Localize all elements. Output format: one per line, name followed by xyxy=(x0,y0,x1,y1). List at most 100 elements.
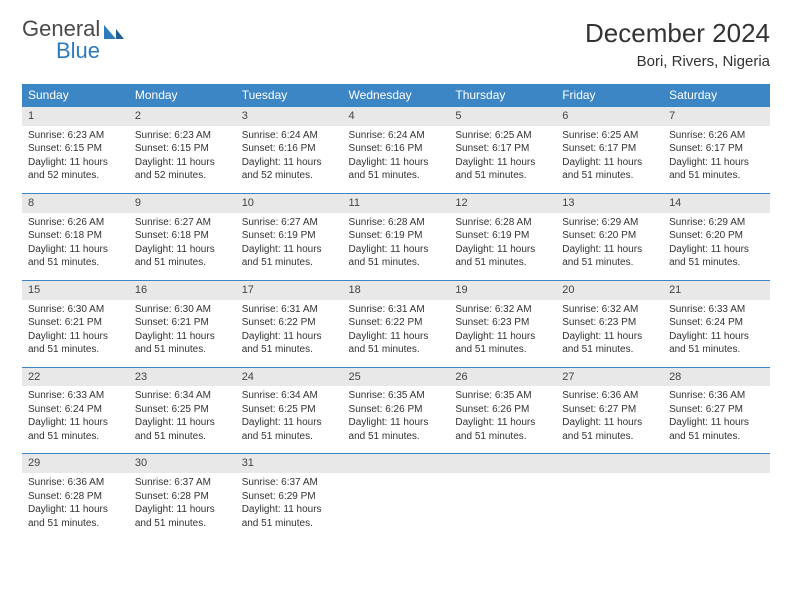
day-number: 9 xyxy=(129,194,236,213)
calendar-cell: 26Sunrise: 6:35 AMSunset: 6:26 PMDayligh… xyxy=(449,367,556,454)
sunrise-line: Sunrise: 6:31 AM xyxy=(242,303,337,317)
daylight-line: Daylight: 11 hours and 51 minutes. xyxy=(562,156,657,183)
day-number: 31 xyxy=(236,454,343,473)
day-number: 12 xyxy=(449,194,556,213)
sunrise-line: Sunrise: 6:33 AM xyxy=(669,303,764,317)
calendar-cell: 20Sunrise: 6:32 AMSunset: 6:23 PMDayligh… xyxy=(556,280,663,367)
empty-cell xyxy=(556,454,663,540)
month-title: December 2024 xyxy=(585,18,770,49)
weekday-header: Wednesday xyxy=(343,84,450,107)
empty-cell xyxy=(663,454,770,540)
day-body: Sunrise: 6:33 AMSunset: 6:24 PMDaylight:… xyxy=(22,386,129,453)
day-number: 13 xyxy=(556,194,663,213)
sunset-line: Sunset: 6:15 PM xyxy=(28,142,123,156)
header: GeneralBlue December 2024 Bori, Rivers, … xyxy=(22,18,770,70)
day-number: 17 xyxy=(236,281,343,300)
weekday-header: Thursday xyxy=(449,84,556,107)
sunrise-line: Sunrise: 6:34 AM xyxy=(135,389,230,403)
daylight-line: Daylight: 11 hours and 51 minutes. xyxy=(242,416,337,443)
day-body: Sunrise: 6:27 AMSunset: 6:18 PMDaylight:… xyxy=(129,213,236,280)
day-number: 7 xyxy=(663,107,770,126)
day-number: 24 xyxy=(236,368,343,387)
logo-sail-icon xyxy=(103,24,127,40)
daylight-line: Daylight: 11 hours and 51 minutes. xyxy=(349,156,444,183)
daylight-line: Daylight: 11 hours and 51 minutes. xyxy=(135,330,230,357)
calendar-cell: 5Sunrise: 6:25 AMSunset: 6:17 PMDaylight… xyxy=(449,107,556,194)
sunset-line: Sunset: 6:28 PM xyxy=(28,490,123,504)
calendar-cell: 15Sunrise: 6:30 AMSunset: 6:21 PMDayligh… xyxy=(22,280,129,367)
daylight-line: Daylight: 11 hours and 52 minutes. xyxy=(135,156,230,183)
day-body: Sunrise: 6:35 AMSunset: 6:26 PMDaylight:… xyxy=(343,386,450,453)
day-number: 20 xyxy=(556,281,663,300)
calendar-cell: 21Sunrise: 6:33 AMSunset: 6:24 PMDayligh… xyxy=(663,280,770,367)
calendar-table: SundayMondayTuesdayWednesdayThursdayFrid… xyxy=(22,84,770,540)
day-number: 14 xyxy=(663,194,770,213)
weekday-header: Saturday xyxy=(663,84,770,107)
daylight-line: Daylight: 11 hours and 51 minutes. xyxy=(669,156,764,183)
calendar-cell: 3Sunrise: 6:24 AMSunset: 6:16 PMDaylight… xyxy=(236,107,343,194)
calendar-cell: 23Sunrise: 6:34 AMSunset: 6:25 PMDayligh… xyxy=(129,367,236,454)
sunset-line: Sunset: 6:17 PM xyxy=(669,142,764,156)
daylight-line: Daylight: 11 hours and 51 minutes. xyxy=(28,416,123,443)
sunset-line: Sunset: 6:23 PM xyxy=(455,316,550,330)
sunset-line: Sunset: 6:25 PM xyxy=(242,403,337,417)
logo: GeneralBlue xyxy=(22,18,129,62)
calendar-cell: 1Sunrise: 6:23 AMSunset: 6:15 PMDaylight… xyxy=(22,107,129,194)
day-body: Sunrise: 6:32 AMSunset: 6:23 PMDaylight:… xyxy=(449,300,556,367)
weekday-header: Friday xyxy=(556,84,663,107)
calendar-cell: 18Sunrise: 6:31 AMSunset: 6:22 PMDayligh… xyxy=(343,280,450,367)
sunset-line: Sunset: 6:19 PM xyxy=(455,229,550,243)
day-body: Sunrise: 6:29 AMSunset: 6:20 PMDaylight:… xyxy=(663,213,770,280)
sunrise-line: Sunrise: 6:24 AM xyxy=(349,129,444,143)
calendar-cell: 10Sunrise: 6:27 AMSunset: 6:19 PMDayligh… xyxy=(236,193,343,280)
calendar-cell: 11Sunrise: 6:28 AMSunset: 6:19 PMDayligh… xyxy=(343,193,450,280)
sunset-line: Sunset: 6:22 PM xyxy=(349,316,444,330)
calendar-cell: 29Sunrise: 6:36 AMSunset: 6:28 PMDayligh… xyxy=(22,454,129,540)
daylight-line: Daylight: 11 hours and 51 minutes. xyxy=(562,330,657,357)
day-number: 29 xyxy=(22,454,129,473)
sunset-line: Sunset: 6:28 PM xyxy=(135,490,230,504)
day-number: 30 xyxy=(129,454,236,473)
sunset-line: Sunset: 6:25 PM xyxy=(135,403,230,417)
day-body: Sunrise: 6:28 AMSunset: 6:19 PMDaylight:… xyxy=(343,213,450,280)
daylight-line: Daylight: 11 hours and 51 minutes. xyxy=(455,416,550,443)
day-number: 11 xyxy=(343,194,450,213)
sunset-line: Sunset: 6:29 PM xyxy=(242,490,337,504)
daylight-line: Daylight: 11 hours and 51 minutes. xyxy=(135,243,230,270)
sunrise-line: Sunrise: 6:37 AM xyxy=(135,476,230,490)
logo-text-2: Blue xyxy=(56,38,100,63)
day-body: Sunrise: 6:29 AMSunset: 6:20 PMDaylight:… xyxy=(556,213,663,280)
day-body: Sunrise: 6:36 AMSunset: 6:27 PMDaylight:… xyxy=(556,386,663,453)
calendar-cell: 17Sunrise: 6:31 AMSunset: 6:22 PMDayligh… xyxy=(236,280,343,367)
sunrise-line: Sunrise: 6:30 AM xyxy=(135,303,230,317)
daylight-line: Daylight: 11 hours and 51 minutes. xyxy=(455,243,550,270)
sunrise-line: Sunrise: 6:29 AM xyxy=(669,216,764,230)
calendar-cell: 9Sunrise: 6:27 AMSunset: 6:18 PMDaylight… xyxy=(129,193,236,280)
daylight-line: Daylight: 11 hours and 51 minutes. xyxy=(28,243,123,270)
calendar-cell: 2Sunrise: 6:23 AMSunset: 6:15 PMDaylight… xyxy=(129,107,236,194)
day-body: Sunrise: 6:30 AMSunset: 6:21 PMDaylight:… xyxy=(129,300,236,367)
daylight-line: Daylight: 11 hours and 51 minutes. xyxy=(455,156,550,183)
daylight-line: Daylight: 11 hours and 51 minutes. xyxy=(455,330,550,357)
sunrise-line: Sunrise: 6:32 AM xyxy=(455,303,550,317)
day-body: Sunrise: 6:24 AMSunset: 6:16 PMDaylight:… xyxy=(343,126,450,193)
daylight-line: Daylight: 11 hours and 52 minutes. xyxy=(242,156,337,183)
sunrise-line: Sunrise: 6:34 AM xyxy=(242,389,337,403)
day-number: 6 xyxy=(556,107,663,126)
day-number: 19 xyxy=(449,281,556,300)
calendar-cell: 6Sunrise: 6:25 AMSunset: 6:17 PMDaylight… xyxy=(556,107,663,194)
sunrise-line: Sunrise: 6:29 AM xyxy=(562,216,657,230)
day-number: 16 xyxy=(129,281,236,300)
daylight-line: Daylight: 11 hours and 51 minutes. xyxy=(28,330,123,357)
day-number: 18 xyxy=(343,281,450,300)
sunset-line: Sunset: 6:16 PM xyxy=(349,142,444,156)
calendar-cell: 27Sunrise: 6:36 AMSunset: 6:27 PMDayligh… xyxy=(556,367,663,454)
sunset-line: Sunset: 6:16 PM xyxy=(242,142,337,156)
sunrise-line: Sunrise: 6:31 AM xyxy=(349,303,444,317)
calendar-cell: 16Sunrise: 6:30 AMSunset: 6:21 PMDayligh… xyxy=(129,280,236,367)
day-number: 4 xyxy=(343,107,450,126)
sunrise-line: Sunrise: 6:25 AM xyxy=(562,129,657,143)
day-number: 22 xyxy=(22,368,129,387)
sunrise-line: Sunrise: 6:33 AM xyxy=(28,389,123,403)
sunset-line: Sunset: 6:24 PM xyxy=(28,403,123,417)
